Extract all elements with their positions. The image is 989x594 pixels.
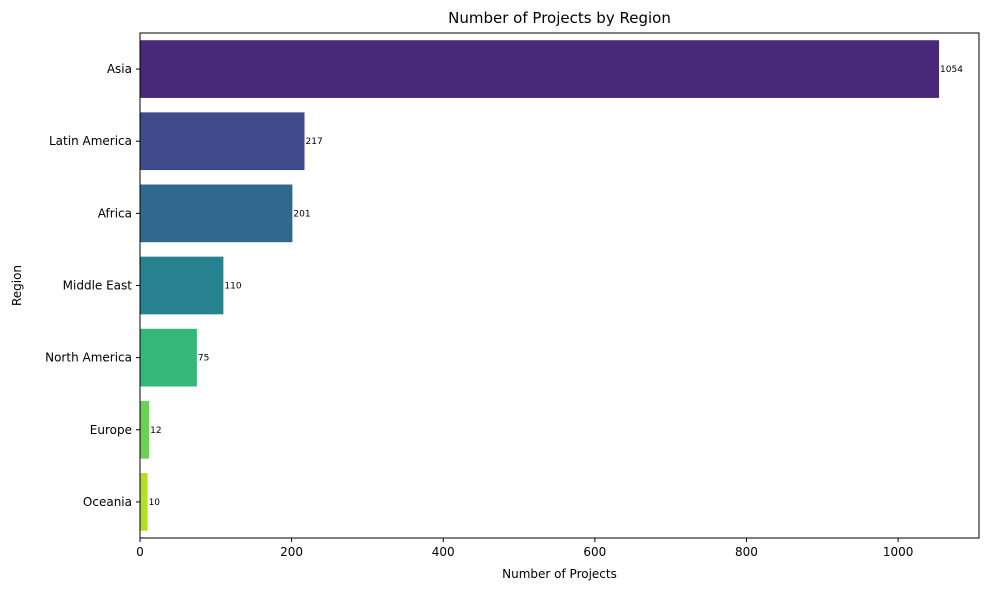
bar xyxy=(140,112,305,171)
bar xyxy=(140,328,197,387)
data-labels-layer: 1054 217 201 110 75 12 10 xyxy=(149,65,964,508)
y-tick-label: Oceania xyxy=(83,495,132,509)
bar xyxy=(140,256,224,315)
bar-value-label: 201 xyxy=(293,209,310,219)
bar-value-label: 12 xyxy=(150,426,161,436)
bar-value-label: 1054 xyxy=(940,65,963,75)
bar xyxy=(140,40,940,98)
y-axis: Asia Latin America Africa Middle East North … xyxy=(45,62,140,509)
y-tick-label: Asia xyxy=(107,62,132,76)
x-tick-label: 600 xyxy=(583,545,606,559)
bars-layer xyxy=(140,40,940,531)
x-axis: 0 200 400 600 800 1000 xyxy=(136,538,913,559)
bar-value-label: 217 xyxy=(306,137,323,147)
bar-value-label: 110 xyxy=(224,282,241,292)
y-tick-label: Latin America xyxy=(49,134,132,148)
x-tick-label: 800 xyxy=(735,545,758,559)
x-tick-label: 1000 xyxy=(883,545,914,559)
y-axis-label: Region xyxy=(10,265,24,306)
y-tick-label: Europe xyxy=(90,423,132,437)
bar-value-label: 75 xyxy=(198,354,209,364)
chart-title: Number of Projects by Region xyxy=(448,9,671,27)
bar xyxy=(140,184,293,243)
bar xyxy=(140,400,150,459)
bar-value-label: 10 xyxy=(149,498,161,508)
y-tick-label: Africa xyxy=(98,206,132,220)
y-tick-label: North America xyxy=(45,351,132,365)
y-tick-label: Middle East xyxy=(63,279,133,293)
x-tick-label: 400 xyxy=(432,545,455,559)
bar xyxy=(140,473,148,531)
x-axis-label: Number of Projects xyxy=(502,567,617,581)
x-tick-label: 200 xyxy=(280,545,303,559)
plot-frame xyxy=(139,32,980,539)
x-tick-label: 0 xyxy=(136,545,144,559)
